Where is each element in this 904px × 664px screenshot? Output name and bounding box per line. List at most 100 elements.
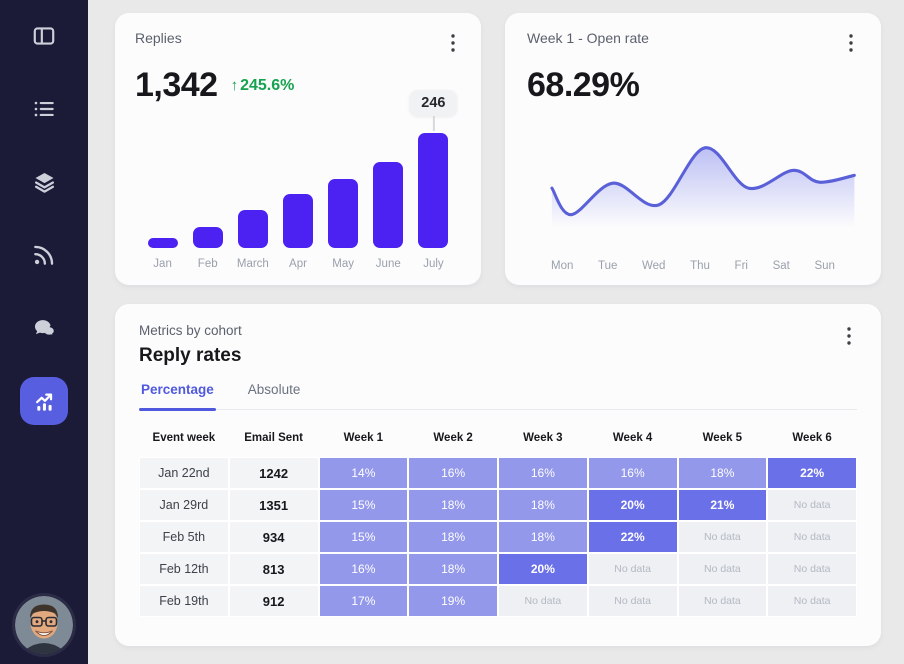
event-week-cell: Jan 29rd	[139, 489, 229, 521]
cohort-menu-button[interactable]	[841, 323, 857, 352]
open-rate-title: Week 1 - Open rate	[527, 30, 649, 46]
line-chart-line	[550, 146, 856, 217]
bar	[418, 133, 449, 248]
cohort-card-titles: Metrics by cohort Reply rates	[139, 323, 242, 367]
event-week-cell: Feb 12th	[139, 553, 229, 585]
cohort-table: Event week Email Sent Week 1 Week 2 Week 3 We…	[139, 423, 857, 617]
open-rate-stat-row: 68.29%	[527, 66, 859, 105]
bar-column: Apr	[275, 120, 320, 272]
open-rate-menu-button[interactable]	[843, 30, 859, 59]
list-icon	[31, 96, 57, 122]
no-data-cell: No data	[677, 553, 768, 585]
day-label: Mon	[551, 260, 574, 272]
replies-change-value: 245.6%	[240, 76, 295, 94]
column-header: Week 4	[612, 432, 653, 444]
day-label: Thu	[690, 260, 710, 272]
heatmap-cell: 16%	[408, 457, 498, 489]
tab-absolute[interactable]: Absolute	[246, 382, 303, 409]
heatmap-cell: 15%	[318, 521, 409, 553]
heatmap-cell: 16%	[498, 457, 588, 489]
bar-label: March	[236, 258, 269, 270]
column-header: Week 5	[702, 432, 743, 444]
no-data-cell: No data	[498, 585, 588, 617]
no-data-cell: No data	[677, 521, 768, 553]
kebab-icon	[451, 34, 455, 55]
replies-bar-chart: Jan Feb March Apr May June July 246	[135, 90, 461, 272]
day-labels: Mon Tue Wed Thu Fri Sat Sun	[527, 254, 859, 272]
heatmap-cell: 15%	[318, 489, 409, 521]
bar	[282, 194, 313, 248]
heatmap-cell: 17%	[318, 585, 409, 617]
bar-column: July 246	[410, 90, 457, 272]
day-label: Fri	[734, 260, 748, 272]
chat-icon	[31, 315, 58, 342]
bar-label: June	[375, 258, 401, 270]
cohort-subtitle: Metrics by cohort	[139, 323, 242, 338]
event-week-cell: Jan 22nd	[139, 457, 229, 489]
sidebar-item-panels[interactable]	[20, 12, 68, 60]
heatmap-cell: 18%	[408, 521, 498, 553]
bar-label: May	[332, 258, 354, 270]
no-data-cell: No data	[677, 585, 768, 617]
no-data-cell: No data	[587, 553, 678, 585]
replies-value: 1,342	[135, 66, 218, 104]
line-chart-svg	[550, 146, 856, 243]
no-data-cell: No data	[767, 553, 857, 585]
day-label: Wed	[642, 260, 666, 272]
avatar[interactable]	[15, 596, 73, 654]
analytics-icon	[31, 388, 58, 415]
bar	[192, 227, 223, 248]
no-data-cell: No data	[587, 585, 678, 617]
heatmap-cell: 16%	[318, 553, 409, 585]
replies-card-header: Replies	[135, 30, 461, 59]
up-arrow-icon: ↑	[230, 77, 239, 94]
bar-label: Feb	[197, 258, 218, 270]
cohort-card-header: Metrics by cohort Reply rates	[139, 323, 857, 367]
cohort-grid: Event week Email Sent Week 1 Week 2 Week 3 We…	[139, 423, 857, 617]
bar	[147, 238, 178, 248]
tab-percentage[interactable]: Percentage	[139, 382, 216, 411]
panels-icon	[31, 23, 57, 49]
sidebar	[0, 0, 88, 664]
cohort-title: Reply rates	[139, 345, 242, 366]
replies-stat-row: 1,342 ↑ 245.6%	[135, 66, 461, 105]
sidebar-item-chat[interactable]	[20, 304, 68, 352]
bar-tooltip: 246	[410, 90, 457, 116]
bar-label: Apr	[289, 258, 307, 270]
kebab-icon	[847, 327, 851, 348]
no-data-cell: No data	[767, 521, 857, 553]
column-header: Week 1	[343, 432, 384, 444]
sidebar-item-analytics[interactable]	[20, 377, 68, 425]
column-header: Email Sent	[244, 432, 304, 444]
day-label: Sat	[772, 260, 790, 272]
email-sent-cell: 912	[228, 585, 319, 617]
cohort-card: Metrics by cohort Reply rates Percentage…	[115, 304, 881, 646]
heatmap-cell: 20%	[587, 489, 678, 521]
open-rate-value: 68.29%	[527, 66, 640, 104]
line-chart-area	[551, 147, 855, 243]
email-sent-cell: 1351	[228, 489, 319, 521]
open-rate-line-chart: Mon Tue Wed Thu Fri Sat Sun	[527, 136, 859, 272]
bar-column: Feb	[185, 120, 230, 272]
day-label: Tue	[598, 260, 618, 272]
event-week-cell: Feb 19th	[139, 585, 229, 617]
replies-change: ↑ 245.6%	[231, 77, 295, 95]
open-rate-card-header: Week 1 - Open rate	[527, 30, 859, 59]
heatmap-cell: 14%	[318, 457, 409, 489]
heatmap-cell: 20%	[498, 553, 588, 585]
email-sent-cell: 1242	[228, 457, 319, 489]
bar-column: Jan	[140, 120, 185, 272]
cohort-tabs: Percentage Absolute	[139, 382, 857, 411]
kebab-icon	[849, 34, 853, 55]
replies-menu-button[interactable]	[445, 30, 461, 59]
column-header: Week 2	[433, 432, 473, 444]
sidebar-item-list[interactable]	[20, 85, 68, 133]
sidebar-item-feed[interactable]	[20, 231, 68, 279]
heatmap-cell: 21%	[677, 489, 768, 521]
rss-icon	[31, 242, 57, 268]
email-sent-cell: 934	[228, 521, 319, 553]
sidebar-item-layers[interactable]	[20, 158, 68, 206]
top-cards-row: Replies 1,342 ↑ 245.6% Jan Feb March Apr May…	[115, 13, 881, 285]
day-label: Sun	[814, 260, 835, 272]
